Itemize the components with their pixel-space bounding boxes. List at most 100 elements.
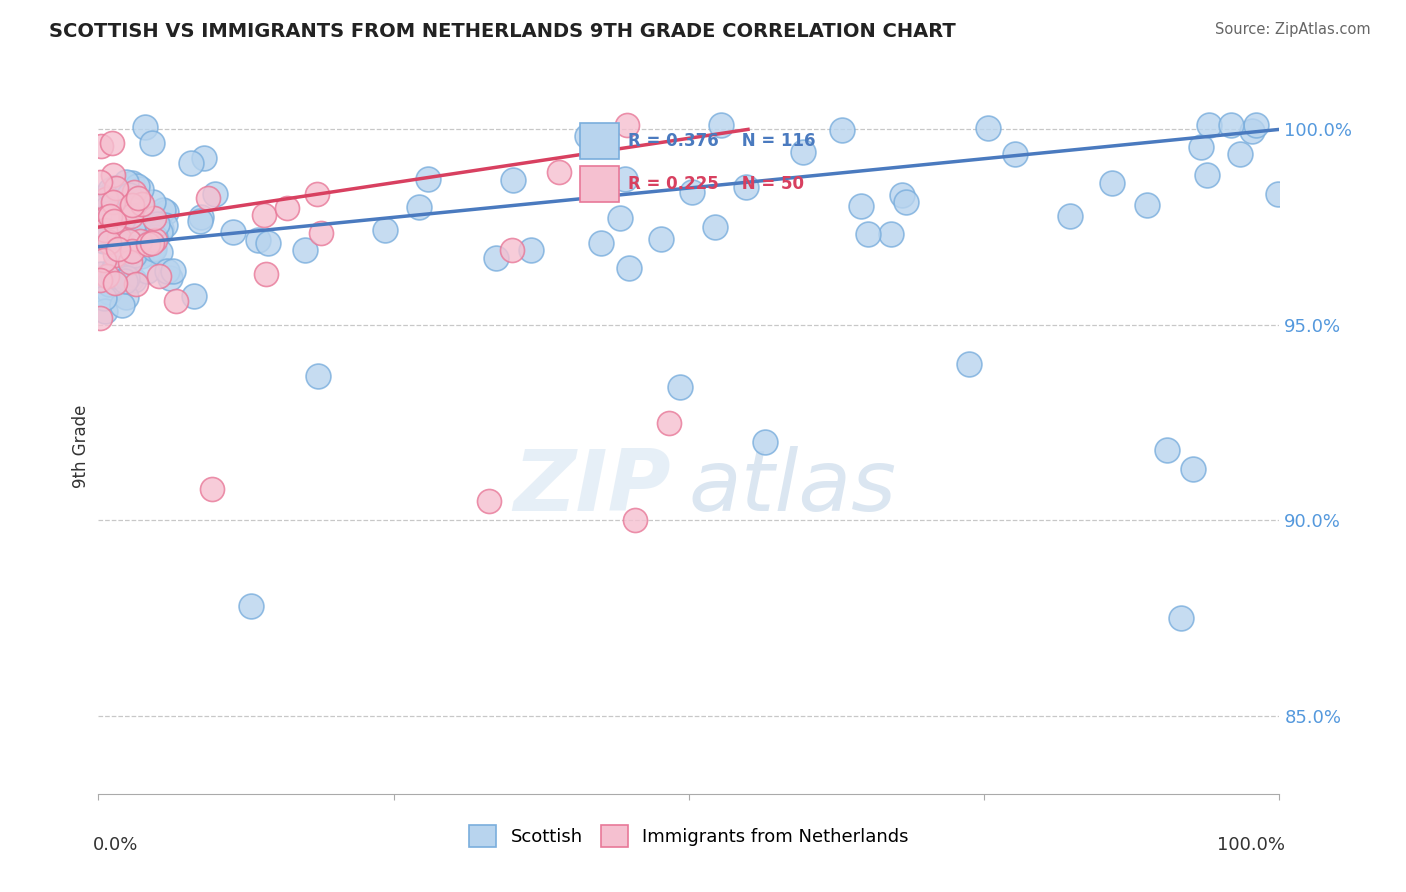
Point	[101, 264, 124, 278]
Point	[183, 289, 205, 303]
Point	[121, 176, 143, 190]
Point	[416, 172, 439, 186]
Point	[107, 242, 129, 256]
Point	[188, 214, 211, 228]
Point	[111, 298, 134, 312]
Point	[89, 311, 111, 326]
Point	[681, 185, 703, 199]
Point	[246, 233, 269, 247]
Y-axis label: 9th Grade: 9th Grade	[72, 404, 90, 488]
Point	[89, 219, 111, 233]
Point	[129, 194, 152, 208]
Point	[101, 136, 124, 150]
Point	[309, 226, 332, 240]
Point	[520, 243, 543, 257]
Point	[103, 261, 125, 276]
Point	[122, 247, 145, 261]
Point	[650, 231, 672, 245]
Point	[1229, 147, 1251, 161]
Point	[276, 201, 298, 215]
Point	[197, 190, 219, 204]
Point	[120, 201, 142, 215]
Point	[253, 208, 276, 222]
Point	[1156, 442, 1178, 457]
Point	[103, 213, 125, 227]
Point	[107, 230, 129, 244]
Point	[141, 136, 163, 150]
Point	[101, 169, 124, 183]
Point	[256, 267, 278, 281]
Point	[1059, 209, 1081, 223]
Point	[957, 357, 980, 371]
Point	[90, 191, 112, 205]
Point	[136, 264, 159, 278]
Point	[1136, 198, 1159, 212]
Point	[111, 222, 134, 236]
Point	[115, 270, 138, 285]
Point	[890, 188, 912, 202]
Point	[89, 272, 111, 286]
Point	[143, 242, 166, 256]
Point	[221, 225, 243, 239]
Point	[93, 252, 115, 267]
Point	[98, 277, 121, 291]
Point	[98, 212, 121, 227]
Point	[408, 200, 430, 214]
Point	[162, 264, 184, 278]
Point	[118, 188, 141, 202]
Point	[103, 206, 125, 220]
Point	[115, 290, 138, 304]
Point	[143, 230, 166, 244]
Point	[547, 165, 569, 179]
Point	[129, 223, 152, 237]
Point	[103, 268, 125, 283]
Point	[142, 194, 165, 209]
Point	[977, 120, 1000, 135]
Point	[792, 145, 814, 159]
Point	[156, 264, 179, 278]
Text: ZIP: ZIP	[513, 446, 671, 529]
Point	[141, 236, 163, 251]
Text: atlas: atlas	[689, 446, 897, 529]
Point	[204, 186, 226, 201]
Point	[589, 236, 612, 251]
Point	[477, 493, 499, 508]
Point	[107, 251, 129, 265]
Point	[193, 151, 215, 165]
Point	[141, 227, 163, 241]
Point	[658, 416, 681, 430]
Point	[120, 272, 142, 286]
Point	[617, 260, 640, 275]
Point	[894, 195, 917, 210]
Point	[98, 209, 121, 223]
Text: Source: ZipAtlas.com: Source: ZipAtlas.com	[1215, 22, 1371, 37]
Point	[125, 179, 148, 194]
Point	[153, 218, 176, 232]
Point	[710, 119, 733, 133]
Point	[180, 156, 202, 170]
Text: 100.0%: 100.0%	[1218, 836, 1285, 854]
Point	[121, 197, 143, 211]
Point	[136, 237, 159, 252]
Point	[129, 234, 152, 248]
Point	[1004, 146, 1026, 161]
Point	[624, 513, 647, 527]
Point	[1170, 611, 1192, 625]
Point	[190, 210, 212, 224]
Point	[307, 368, 329, 383]
Point	[127, 191, 149, 205]
Point	[103, 248, 125, 262]
Point	[94, 222, 117, 236]
Point	[374, 223, 396, 237]
Point	[849, 199, 872, 213]
Point	[502, 173, 524, 187]
Point	[93, 234, 115, 248]
Point	[90, 267, 112, 281]
Point	[103, 181, 125, 195]
Point	[307, 186, 329, 201]
Point	[142, 211, 165, 225]
Point	[159, 271, 181, 285]
Point	[115, 175, 138, 189]
Point	[879, 227, 901, 241]
Point	[609, 211, 631, 225]
